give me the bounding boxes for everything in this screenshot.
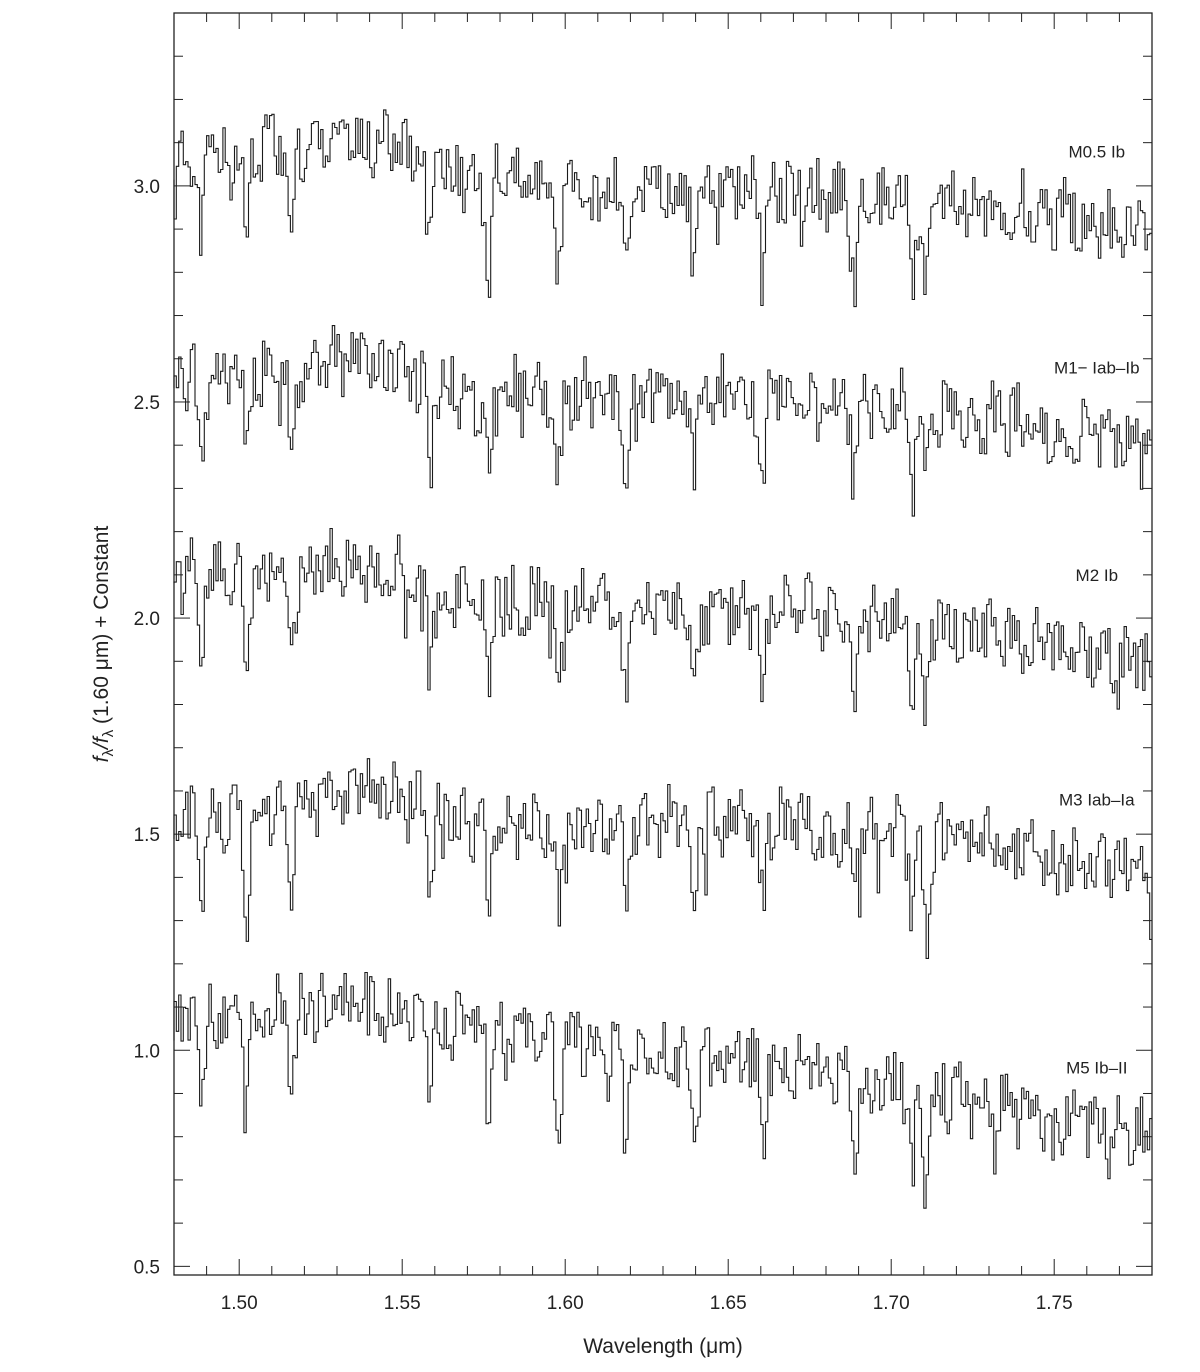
y-axis-title-rest: (1.60 μm) + Constant: [90, 526, 113, 730]
series-label: M3 Iab–Ia: [1059, 791, 1135, 810]
x-axis-title: Wavelength (μm): [583, 1335, 743, 1358]
series-label: M1− Iab–Ib: [1054, 358, 1140, 377]
y-axis-title-mid: /f: [90, 735, 113, 751]
x-tick-label: 1.55: [384, 1293, 421, 1314]
spectrum-line: [173, 758, 1152, 959]
series-label: M0.5 Ib: [1068, 142, 1125, 161]
x-tick-label: 1.75: [1036, 1293, 1073, 1314]
y-tick-label: 2.0: [134, 609, 160, 630]
y-axis-title-sub2: λ: [100, 729, 117, 737]
x-tick-label: 1.60: [547, 1293, 584, 1314]
series-label: M2 Ib: [1076, 566, 1119, 585]
x-tick-label: 1.50: [221, 1293, 258, 1314]
spectrum-line: [173, 109, 1152, 308]
y-tick-label: 1.0: [134, 1041, 160, 1062]
series-labels: M0.5 Ib M1− Iab–Ib M2 Ib M3 Iab–Ia M5 Ib–II: [1054, 142, 1140, 1077]
x-tick-label: 1.70: [873, 1293, 910, 1314]
spectra-series: [173, 109, 1152, 1209]
spectrum-line: [173, 325, 1152, 517]
y-tick-label: 2.5: [134, 393, 160, 414]
x-axis-ticks: 1.50 1.55 1.60 1.65 1.70 1.75: [173, 13, 1153, 1314]
x-tick-label: 1.65: [710, 1293, 747, 1314]
spectrum-line: [173, 971, 1152, 1209]
y-axis-title-f1: f: [90, 754, 113, 762]
spectrum-line: [173, 527, 1152, 726]
y-tick-label: 1.5: [134, 825, 160, 846]
series-label: M5 Ib–II: [1066, 1059, 1127, 1078]
y-tick-label: 0.5: [134, 1257, 160, 1278]
y-axis-title-sub1: λ: [100, 748, 117, 756]
y-tick-label: 3.0: [134, 177, 160, 198]
y-axis-title: fλ/fλ (1.60 μm) + Constant: [90, 526, 117, 763]
